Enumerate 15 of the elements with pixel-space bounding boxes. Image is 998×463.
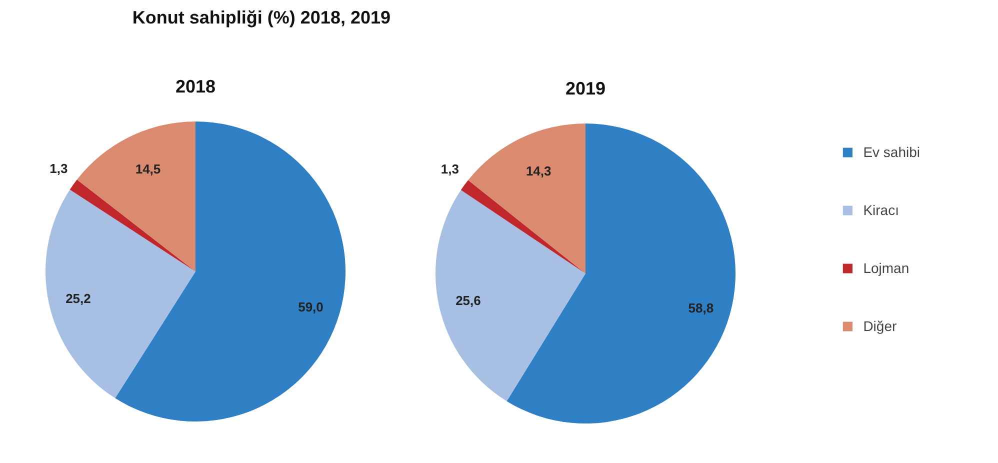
- chart-title: Konut sahipliği (%) 2018, 2019: [132, 8, 391, 28]
- legend-label: Lojman: [863, 260, 910, 276]
- data-label: 14,5: [135, 162, 161, 177]
- chart-title: 2019: [565, 78, 606, 99]
- chart-subtitle: 2018: [175, 76, 216, 97]
- data-label: 25,2: [66, 290, 91, 306]
- data-label: 14,3: [526, 163, 552, 178]
- data-label: 1,3: [50, 161, 68, 176]
- legend-label: Diğer: [863, 318, 897, 334]
- data-label: 59,0: [298, 299, 324, 314]
- data-label: 58,8: [688, 300, 714, 316]
- legend-label: Kiracı: [863, 202, 899, 218]
- data-label: 25,6: [456, 292, 481, 308]
- legend-label: Ev sahibi: [863, 144, 920, 160]
- data-label: 1,3: [440, 161, 459, 176]
